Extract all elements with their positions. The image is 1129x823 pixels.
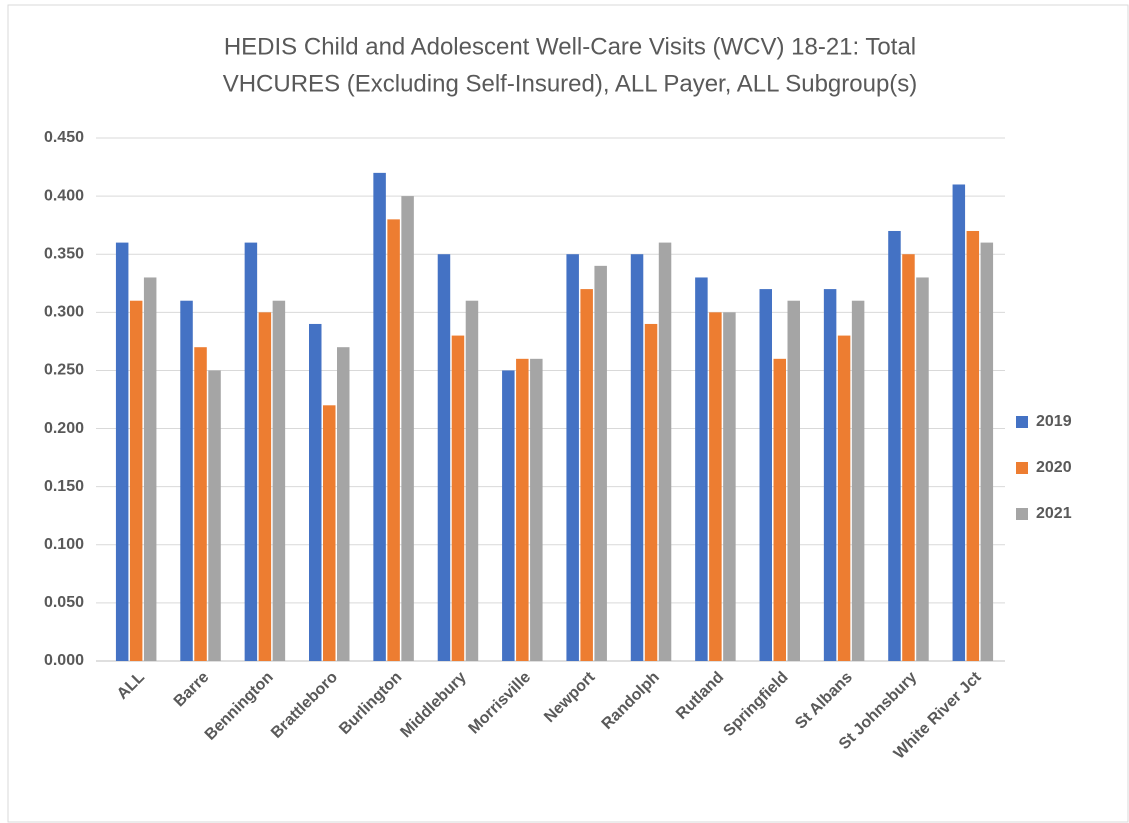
bar (888, 230, 901, 661)
y-tick-label: 0.400 (44, 187, 84, 204)
bar (823, 289, 837, 661)
y-tick-label: 0.200 (44, 420, 84, 437)
bar (465, 300, 479, 661)
bar (530, 358, 543, 661)
y-tick-label: 0.000 (44, 652, 84, 669)
y-tick-label: 0.350 (44, 245, 84, 262)
bar (980, 242, 994, 661)
bar (695, 277, 708, 661)
bar (759, 289, 772, 661)
bar (323, 405, 336, 661)
bar (580, 289, 593, 661)
bar (916, 277, 929, 661)
legend-label: 2019 (1036, 413, 1072, 430)
bar (566, 254, 579, 661)
bar (208, 370, 221, 661)
bar (773, 358, 786, 661)
bar (272, 300, 286, 661)
bar (952, 184, 966, 661)
chart-title: VHCURES (Excluding Self-Insured), ALL Pa… (223, 70, 918, 97)
bar (723, 312, 736, 661)
bar (902, 254, 915, 661)
bar (594, 265, 607, 661)
legend-label: 2020 (1036, 459, 1072, 476)
bar (516, 358, 529, 661)
bar (451, 335, 465, 661)
bar (180, 300, 193, 661)
bar (709, 312, 722, 661)
bar (401, 196, 414, 661)
bar (437, 254, 451, 661)
bar (143, 277, 157, 661)
y-tick-label: 0.150 (44, 478, 84, 495)
bar (787, 300, 800, 661)
y-tick-label: 0.050 (44, 594, 84, 611)
y-tick-label: 0.250 (44, 362, 84, 379)
bar (309, 323, 322, 661)
chart-title: HEDIS Child and Adolescent Well-Care Vis… (224, 33, 916, 60)
bar (373, 172, 386, 661)
bar (658, 242, 672, 661)
bar (337, 347, 350, 661)
y-tick-label: 0.300 (44, 304, 84, 321)
y-tick-label: 0.100 (44, 536, 84, 553)
legend-swatch (1016, 462, 1028, 474)
bar (115, 242, 129, 661)
bar (258, 312, 272, 661)
bar (644, 323, 658, 661)
bar (837, 335, 851, 661)
bar (129, 300, 143, 661)
bar (966, 230, 980, 661)
bar (194, 347, 207, 661)
y-tick-label: 0.450 (44, 129, 84, 146)
legend-label: 2021 (1036, 505, 1072, 522)
bar (851, 300, 865, 661)
legend-swatch (1016, 508, 1028, 520)
bar (630, 254, 644, 661)
bar (502, 370, 515, 661)
bar (244, 242, 258, 661)
bar (387, 219, 400, 661)
legend-swatch (1016, 416, 1028, 428)
